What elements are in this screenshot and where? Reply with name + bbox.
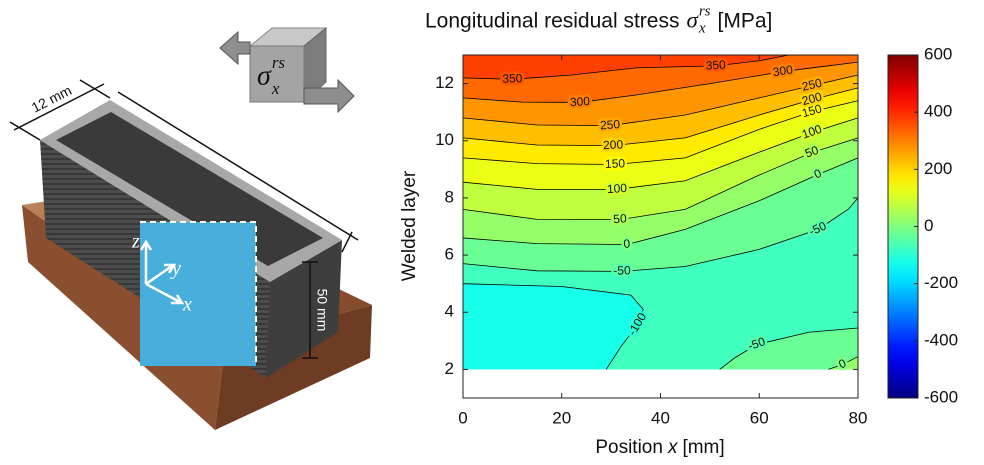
base-plate-front [215,305,372,430]
colorbar-tick-label: -600 [924,387,958,406]
contour-line [462,197,859,272]
stress-symbol: σ [257,60,272,91]
stress-arrow-right [303,78,355,114]
contour-line [462,54,789,80]
contour-label: 200 [603,137,624,152]
contour-line [462,74,859,127]
contour-line [462,137,859,221]
x-tick-label: 80 [849,408,868,427]
x-tick-label: 0 [458,408,467,427]
chart-title: Longitudinal residual stress [425,10,679,33]
stress-symbol-sup: rs [272,53,286,72]
title-unit: [MPa] [718,10,773,33]
title-symbol: σ [686,7,699,32]
contour-label: -50 [613,263,631,278]
measured-area [140,222,256,366]
dimension-lines [9,79,359,359]
axis-x-label: x [182,294,192,316]
contour-band [719,327,858,370]
contour-band [463,55,789,80]
x-label-var: x [667,437,679,458]
contour-label: 300 [570,94,591,109]
colorbar-tick-label: 0 [924,216,933,235]
stress-symbol-sub: x [271,79,280,98]
y-axis-label: Welded layer [399,170,420,281]
colorbar [887,54,919,399]
x-label-unit: [mm] [682,437,724,458]
axis-z-label: z [131,231,140,253]
contour-label: 300 [772,62,794,79]
colorbar-tick-label: 200 [924,159,952,178]
x-axis-label: Position x [mm] [595,437,724,458]
wall-end [266,240,342,378]
colorbar-tick-label: -200 [924,273,958,292]
contour-line [462,87,859,147]
contour-label: 50 [613,211,628,226]
y-tick-label: 2 [445,359,454,378]
stress-arrow-left [219,30,251,66]
contour-label: 150 [605,156,626,171]
contour-label: 250 [600,117,621,132]
x-label-text: Position [595,437,663,458]
contour-line [462,157,859,245]
cube-front [249,45,305,103]
title-subscript: x [698,20,706,36]
contour-line [828,356,859,370]
contour-line [462,283,644,370]
dimension-height: 50 mm [314,289,330,332]
contour-label: 100 [607,181,628,196]
coordinate-arrows [139,239,185,305]
contour-label: 350 [705,57,726,72]
contour-line [719,327,859,370]
y-tick-label: 12 [435,73,454,92]
contour-line [462,100,859,165]
y-tick-label: 4 [445,302,454,321]
y-tick-label: 6 [445,245,454,264]
x-tick-label: 40 [651,408,670,427]
measured-area-border [140,221,257,366]
colorbar-tick-label: -400 [924,330,958,349]
title-superscript: rs [699,3,711,19]
x-tick-label: 60 [750,408,769,427]
y-tick-label: 10 [435,130,454,149]
base-plate-side [22,205,225,430]
dimension-length: 190 mm [213,128,268,171]
specimen-illustration: z y x 12 mm 190 mm 50 mm σ rs x [9,26,372,430]
colorbar-tick-label: 600 [924,44,952,63]
y-tick-label: 8 [445,187,454,206]
contour-label: 350 [502,71,523,86]
contour-line [462,61,859,103]
contour-band [828,356,858,370]
contour-plot: -100-50-50-50000505010010015015020020025… [435,44,958,427]
colorbar-tick-label: 400 [924,102,952,121]
x-tick-label: 20 [552,408,571,427]
axis-y-label: y [170,258,181,280]
contour-line [462,117,859,190]
